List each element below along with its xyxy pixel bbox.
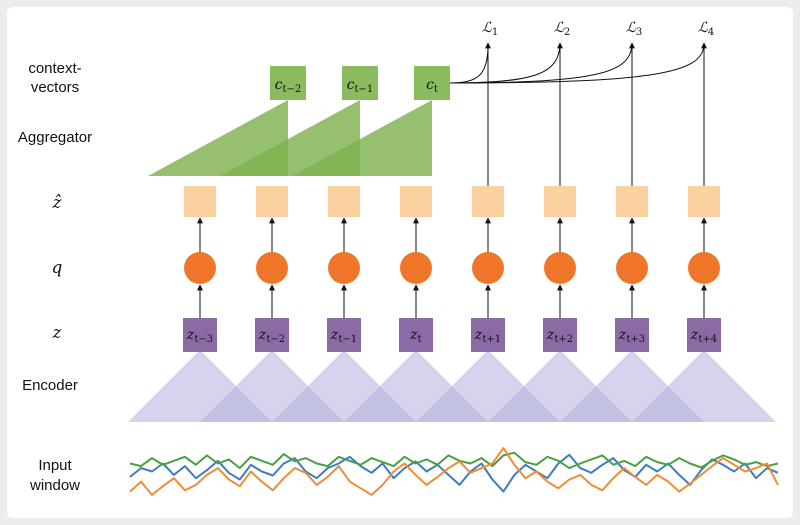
- label-input-line1: Input: [38, 457, 72, 474]
- latent-z-label: zt+4: [690, 327, 717, 345]
- label-input-line2: window: [29, 477, 80, 494]
- loss-label: ℒ3: [626, 20, 642, 38]
- z-hat-box: [328, 186, 360, 217]
- label-context-vectors-line1: context-: [28, 60, 81, 77]
- encoder-triangles: [128, 350, 776, 422]
- context-vector-label: ct−1: [347, 77, 374, 95]
- latent-z-box: [183, 318, 217, 352]
- input-window-signals: [129, 447, 779, 496]
- latent-z-label: zt+2: [546, 327, 573, 345]
- latent-z-box: [255, 318, 289, 352]
- latent-columns: [183, 42, 721, 352]
- loss-label: ℒ2: [554, 20, 570, 38]
- z-hat-box: [688, 186, 720, 217]
- input-signal-blue: [129, 453, 779, 493]
- context-vector-label: ct−2: [275, 77, 302, 95]
- diagram-frame: [7, 7, 793, 518]
- quantizer-q-circle: [472, 252, 504, 284]
- context-vector-box: [270, 66, 306, 100]
- loss-label: ℒ1: [482, 20, 498, 38]
- loss-label: ℒ4: [698, 20, 714, 38]
- quantizer-q-circle: [184, 252, 216, 284]
- aggregator-triangle-2: [220, 100, 360, 176]
- latent-z-box: [471, 318, 505, 352]
- latent-z-label: zt: [409, 327, 421, 345]
- latent-z-label: zt+3: [618, 327, 645, 345]
- latent-z-label: zt−2: [258, 327, 285, 345]
- loss-curve-4: [449, 44, 705, 84]
- label-q: q: [52, 258, 63, 278]
- context-vector-box: [342, 66, 378, 100]
- latent-z-label: zt−3: [186, 327, 213, 345]
- loss-curve-2: [449, 44, 561, 84]
- input-signal-green: [129, 451, 779, 470]
- quantizer-q-circle: [544, 252, 576, 284]
- z-hat-box: [184, 186, 216, 217]
- quantizer-q-circle: [688, 252, 720, 284]
- latent-z-box: [399, 318, 433, 352]
- latent-z-box: [543, 318, 577, 352]
- loss-connections: [449, 44, 705, 84]
- loss-curve-1: [449, 44, 489, 84]
- latent-z-box: [615, 318, 649, 352]
- quantizer-q-circle: [400, 252, 432, 284]
- aggregator-triangle-1: [148, 100, 288, 176]
- latent-z-box: [327, 318, 361, 352]
- label-encoder: Encoder: [22, 377, 78, 394]
- quantizer-q-circle: [256, 252, 288, 284]
- aggregator-triangles: [148, 100, 432, 176]
- aggregator-triangle-3: [292, 100, 432, 176]
- encoder-triangle: [632, 350, 776, 422]
- label-z-hat: ẑ: [52, 193, 63, 213]
- z-hat-box: [544, 186, 576, 217]
- latent-z-box: [687, 318, 721, 352]
- input-signal-orange: [129, 447, 779, 496]
- latent-z-labels: zt−3 zt−2 zt−1 zt zt+1 zt+2 zt+3 zt+4: [186, 327, 717, 345]
- context-vector-label: ct: [426, 77, 438, 95]
- z-hat-box: [256, 186, 288, 217]
- z-hat-box: [616, 186, 648, 217]
- quantizer-q-circle: [616, 252, 648, 284]
- z-hat-box: [400, 186, 432, 217]
- context-vectors: ct−2 ct−1 ct: [270, 66, 450, 100]
- latent-z-label: zt+1: [474, 327, 501, 345]
- label-z: z: [52, 323, 63, 343]
- latent-z-label: zt−1: [330, 327, 357, 345]
- losses: ℒ1 ℒ2 ℒ3 ℒ4: [482, 20, 714, 38]
- label-context-vectors-line2: vectors: [31, 79, 79, 96]
- context-vector-box: [414, 66, 450, 100]
- z-hat-box: [472, 186, 504, 217]
- quantizer-q-circle: [328, 252, 360, 284]
- label-aggregator: Aggregator: [18, 129, 92, 146]
